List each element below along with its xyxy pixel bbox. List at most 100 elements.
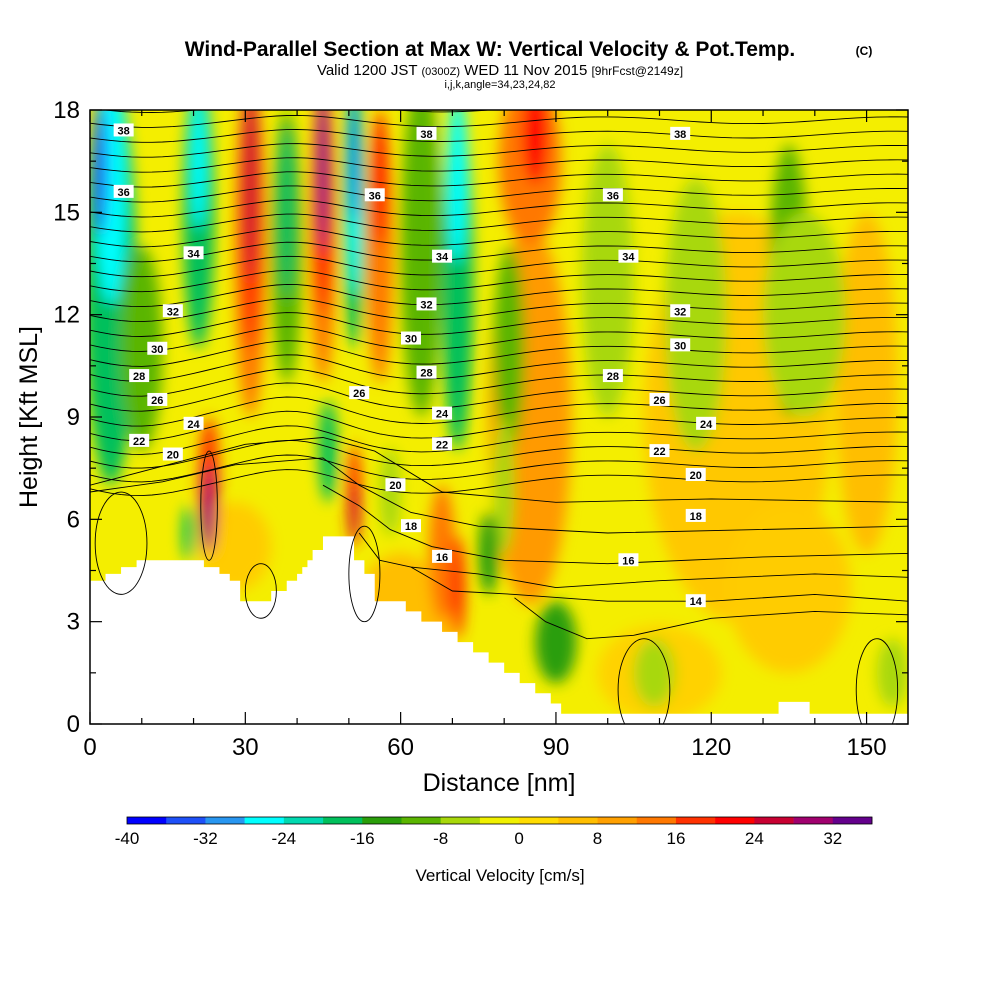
theta-label-bg	[432, 437, 453, 451]
velocity-cell	[243, 110, 258, 281]
x-tick-label: 0	[83, 734, 96, 761]
isentrope	[90, 298, 908, 323]
theta-label-text: 20	[167, 450, 179, 462]
theta-label-text: 22	[436, 439, 448, 451]
velocity-cell	[726, 502, 852, 673]
colorbar-swatch	[715, 817, 755, 824]
theta-label-bg	[364, 188, 385, 202]
colorbar-swatch	[558, 817, 598, 824]
colorbar-swatch	[754, 817, 794, 824]
y-tick-label: 6	[67, 506, 80, 533]
x-tick-label: 60	[387, 734, 414, 761]
theta-label: 16	[618, 553, 639, 567]
theta-label-bg	[649, 444, 670, 458]
theta-label: 20	[685, 467, 706, 482]
x-tick-label: 90	[543, 734, 570, 761]
isentrope	[90, 114, 908, 128]
isentrope	[90, 354, 908, 382]
colorbar-swatch	[166, 817, 206, 824]
isentrope	[90, 213, 908, 233]
theta-label-text: 36	[369, 190, 381, 202]
theta-label: 30	[147, 341, 168, 356]
colorbar-frame	[126, 816, 873, 825]
isentrope-low	[322, 484, 908, 565]
velocity-cell	[182, 505, 195, 561]
isentrope	[90, 129, 908, 143]
velocity-cell	[449, 536, 466, 639]
theta-label-text: 24	[700, 419, 713, 431]
contour-cell	[855, 638, 899, 724]
theta-label-bg	[129, 369, 150, 383]
velocity-cell	[317, 110, 329, 254]
isentrope	[90, 255, 908, 278]
theta-label: 32	[670, 304, 691, 318]
theta-label: 30	[400, 331, 421, 346]
y-axis-label: Height [Kft MSL]	[15, 326, 43, 508]
theta-label-text: 32	[420, 299, 432, 311]
theta-label-bg	[113, 123, 134, 137]
theta-label-text: 30	[674, 340, 686, 352]
colorbar-swatch	[283, 817, 324, 824]
theta-label: 28	[602, 369, 623, 383]
isentrope	[90, 425, 908, 455]
contour-cell	[348, 525, 381, 623]
velocity-cell	[664, 178, 727, 452]
theta-label-bg	[416, 365, 437, 379]
velocity-cell	[535, 601, 577, 684]
colorbar-tick-label: -8	[433, 829, 448, 848]
contour-cell	[244, 563, 277, 619]
theta-label: 38	[416, 126, 437, 141]
y-tick-label: 12	[53, 302, 80, 329]
theta-label-text: 30	[405, 334, 417, 346]
contour-cell	[94, 491, 148, 595]
x-tick-label: 120	[691, 734, 731, 761]
colorbar-tick-label: -40	[115, 829, 140, 848]
colorbar-swatch	[362, 817, 402, 824]
forecast-info: [9hrFcst@2149z]	[591, 64, 683, 78]
colorbar-swatch	[479, 817, 520, 824]
isentrope	[90, 454, 908, 483]
theta-label: 22	[649, 444, 670, 458]
theta-label: 26	[349, 386, 370, 400]
theta-label: 34	[618, 249, 639, 264]
isentrope	[90, 185, 908, 203]
colorbar-swatch	[205, 817, 245, 824]
valid-date: WED 11 Nov 2015	[464, 62, 587, 79]
colorbar-swatch	[401, 817, 441, 824]
velocity-cell	[478, 512, 499, 595]
theta-label-text: 32	[167, 306, 179, 318]
theta-label: 26	[147, 392, 168, 407]
theta-label: 32	[416, 297, 437, 311]
theta-label-bg	[349, 386, 370, 400]
theta-label: 26	[649, 392, 670, 407]
theta-label-bg	[432, 406, 453, 420]
theta-label: 18	[685, 508, 706, 523]
velocity-cell	[493, 246, 525, 452]
theta-label-text: 18	[690, 511, 702, 523]
theta-label-bg	[670, 126, 691, 140]
chart-title: Wind-Parallel Section at Max W: Vertical…	[185, 38, 796, 61]
velocity-cell	[633, 638, 676, 707]
theta-label-text: 24	[187, 419, 200, 431]
theta-label-text: 38	[420, 129, 432, 141]
isentrope	[90, 410, 908, 442]
theta-label-bg	[162, 447, 183, 461]
theta-label-bg	[147, 341, 168, 355]
theta-label-text: 26	[353, 388, 365, 400]
theta-label-text: 38	[674, 129, 686, 141]
theta-label-bg	[618, 553, 639, 567]
y-tick-label: 0	[67, 711, 80, 738]
isentrope	[90, 227, 908, 248]
theta-label-bg	[602, 369, 623, 383]
velocity-cell	[379, 447, 401, 537]
isentrope	[90, 157, 908, 173]
isentrope	[90, 396, 908, 427]
velocity-cell	[763, 212, 846, 417]
theta-label-text: 38	[118, 125, 130, 137]
theta-label: 18	[400, 519, 421, 533]
theta-label-bg	[685, 594, 706, 608]
isentrope	[90, 241, 908, 263]
theta-label-bg	[685, 508, 706, 522]
terrain	[90, 536, 908, 724]
